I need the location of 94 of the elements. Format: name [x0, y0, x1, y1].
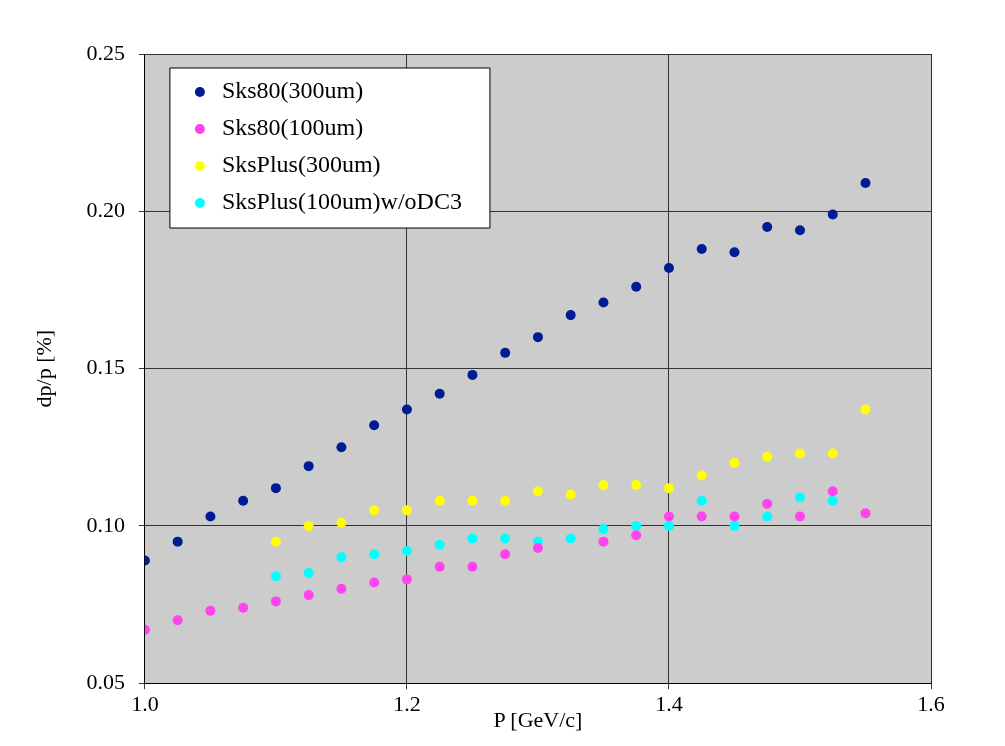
point — [762, 451, 773, 462]
point — [565, 489, 576, 500]
point — [270, 571, 281, 582]
point — [794, 225, 805, 236]
point — [696, 495, 707, 506]
y-axis-title: dp/p [%] — [30, 329, 56, 408]
point — [762, 222, 773, 233]
point — [172, 536, 183, 547]
point — [270, 483, 281, 494]
point — [369, 549, 380, 560]
y-tick-label: 0.05 — [86, 668, 125, 694]
point — [500, 347, 511, 358]
legend-label: Sks80(100um) — [221, 114, 364, 141]
y-tick-label: 0.15 — [86, 354, 125, 380]
point — [696, 511, 707, 522]
point — [172, 615, 183, 626]
point — [827, 495, 838, 506]
point — [303, 590, 314, 601]
point — [336, 552, 347, 563]
point — [860, 177, 871, 188]
point — [467, 561, 478, 572]
point — [500, 549, 511, 560]
point — [696, 470, 707, 481]
y-tick-label: 0.25 — [86, 39, 125, 65]
point — [729, 520, 740, 531]
point — [532, 542, 543, 553]
point — [434, 539, 445, 550]
x-axis-title: P [GeV/c] — [493, 706, 583, 732]
point — [467, 495, 478, 506]
y-tick-label: 0.10 — [86, 511, 125, 537]
point — [336, 583, 347, 594]
point — [631, 520, 642, 531]
point — [598, 536, 609, 547]
point — [565, 310, 576, 321]
point — [663, 483, 674, 494]
point — [794, 448, 805, 459]
legend-label: SksPlus(300um) — [221, 151, 381, 178]
point — [434, 561, 445, 572]
point — [631, 480, 642, 490]
x-tick-label: 1.6 — [917, 691, 945, 717]
point — [401, 574, 412, 585]
point — [827, 486, 838, 497]
point — [270, 536, 281, 547]
point — [303, 568, 314, 579]
point — [532, 332, 543, 343]
point — [762, 511, 773, 522]
point — [401, 546, 412, 557]
point — [401, 505, 412, 516]
point — [238, 602, 249, 613]
point — [434, 495, 445, 506]
point — [205, 605, 216, 616]
point — [401, 404, 412, 415]
point — [663, 511, 674, 522]
point — [598, 297, 609, 308]
point — [794, 492, 805, 503]
legend-label: SksPlus(100um)w/oDC3 — [221, 188, 462, 215]
point — [467, 369, 478, 380]
x-tick-label: 1.2 — [393, 691, 421, 717]
point — [238, 495, 249, 506]
point — [598, 480, 609, 490]
point — [631, 530, 642, 541]
legend-label: Sks80(300um) — [221, 77, 364, 104]
point — [729, 457, 740, 468]
point — [631, 281, 642, 292]
point — [303, 461, 314, 472]
point — [729, 247, 740, 258]
point — [369, 577, 380, 588]
point — [827, 448, 838, 459]
point — [434, 388, 445, 399]
point — [729, 511, 740, 522]
point — [500, 495, 511, 506]
point — [696, 244, 707, 255]
point — [860, 404, 871, 415]
point — [860, 508, 871, 519]
point — [303, 520, 314, 531]
point — [270, 596, 281, 607]
point — [532, 486, 543, 497]
point — [467, 533, 478, 544]
point — [336, 442, 347, 453]
point — [762, 498, 773, 509]
x-tick-label: 1.0 — [131, 691, 159, 717]
point — [827, 209, 838, 220]
point — [500, 533, 511, 544]
point — [369, 420, 380, 431]
point — [794, 511, 805, 522]
point — [369, 505, 380, 516]
point — [663, 520, 674, 531]
point — [565, 533, 576, 544]
point — [336, 517, 347, 528]
point — [663, 262, 674, 273]
point — [598, 524, 609, 535]
point — [205, 511, 216, 522]
y-tick-label: 0.20 — [86, 197, 125, 223]
x-tick-label: 1.4 — [655, 691, 683, 717]
